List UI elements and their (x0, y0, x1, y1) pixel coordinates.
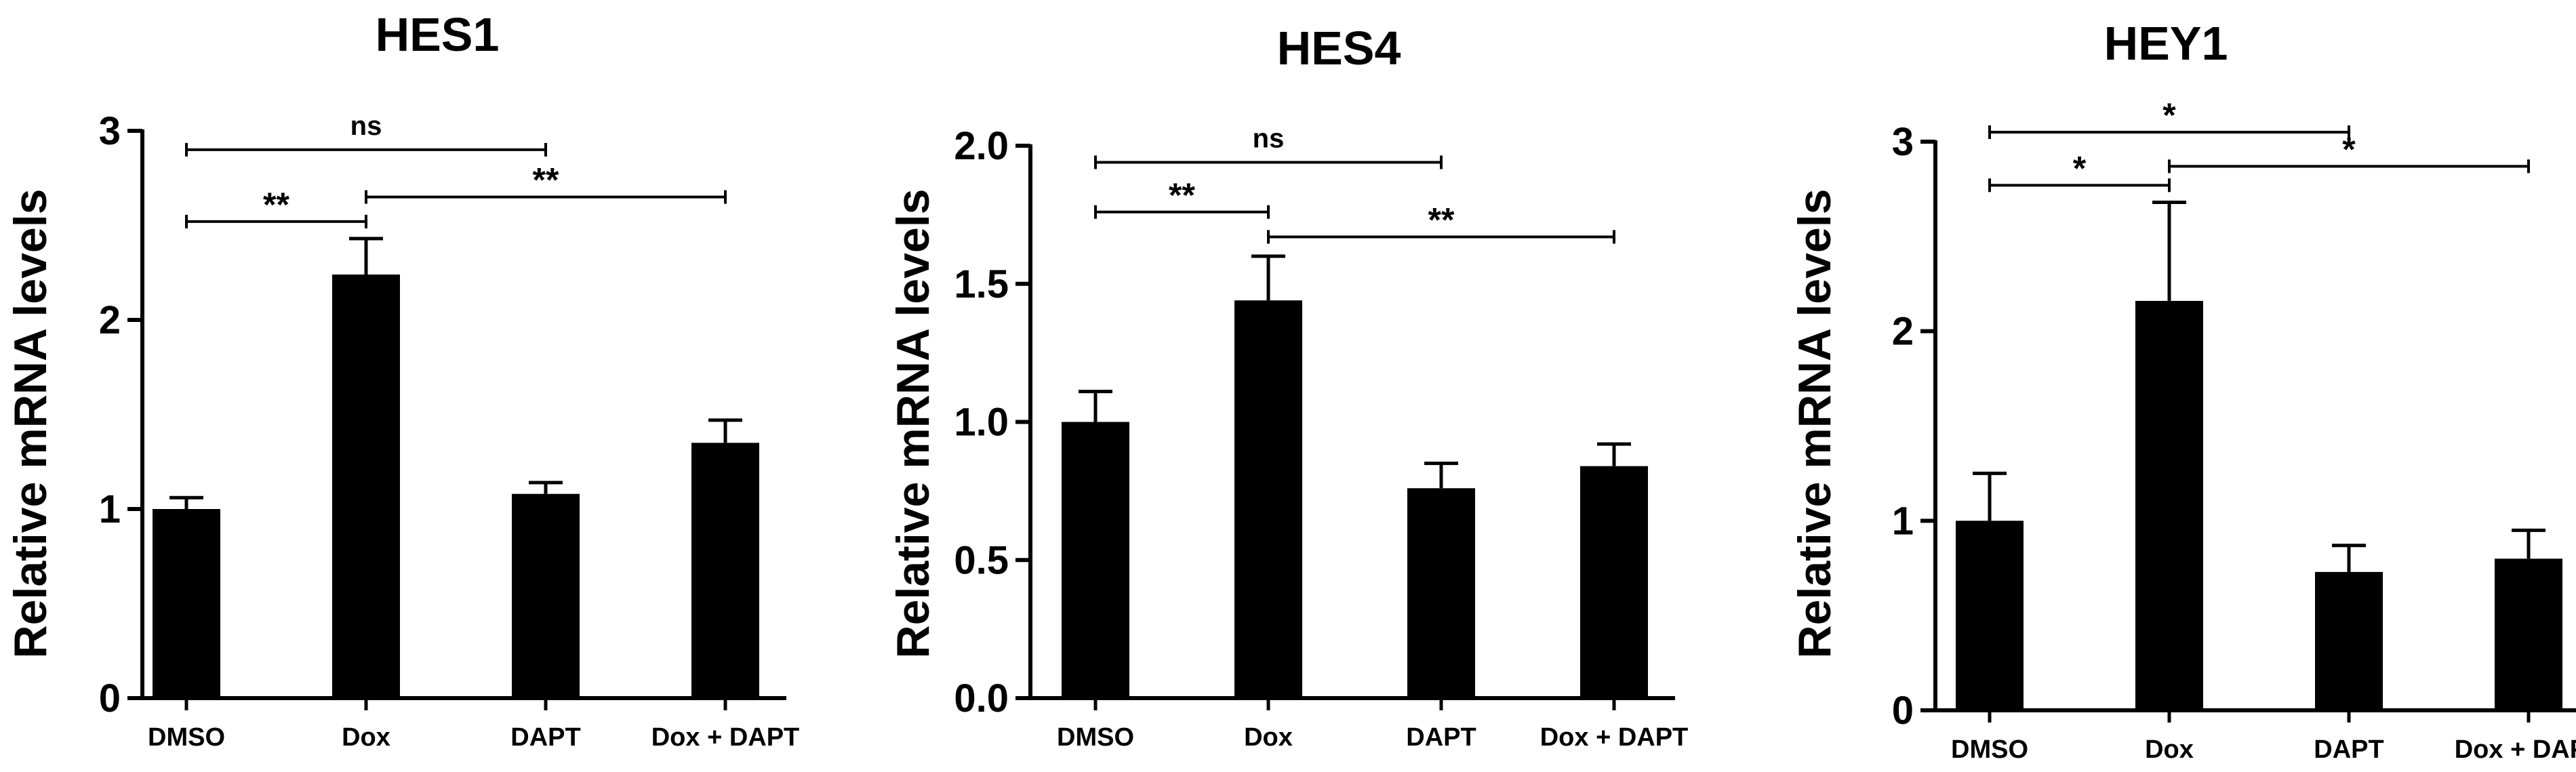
bar (2495, 558, 2562, 710)
y-tick-label: 1 (99, 487, 121, 531)
x-tick-label: Dox + DAPT (651, 723, 800, 752)
y-tick-label: 3 (1892, 120, 1914, 164)
bar (512, 493, 580, 698)
y-tick-label: 1.0 (954, 401, 1009, 445)
y-tick-label: 2 (99, 298, 121, 342)
chart-panel-hes4: HES4 Relative mRNA levels 0.0 0.5 1.0 1.5 2.… (887, 22, 1688, 752)
significance-label: ns (1253, 123, 1285, 153)
significance-label: * (2073, 149, 2087, 187)
bar (1062, 422, 1129, 698)
y-tick-label: 2.0 (954, 124, 1009, 168)
y-tick-label: 3 (99, 109, 121, 153)
x-tick-label: DAPT (1406, 723, 1476, 752)
y-tick-label: 0 (1892, 689, 1914, 733)
bar (153, 509, 220, 698)
y-axis-label: Relative mRNA levels (1789, 189, 1840, 659)
significance-label: ** (1169, 176, 1195, 214)
x-tick-label: Dox (1244, 723, 1293, 752)
y-tick-label: 2 (1892, 310, 1914, 354)
significance-label: ** (533, 161, 559, 199)
x-tick-label: Dox + DAPT (1540, 723, 1689, 752)
y-axis-label: Relative mRNA levels (5, 189, 56, 659)
y-tick-label: 1 (1892, 499, 1914, 543)
x-tick-label: DMSO (1951, 735, 2028, 764)
x-tick-label: Dox + DAPT (2455, 735, 2576, 764)
chart-panel-hey1: HEY1 Relative mRNA levels 0 1 2 3 DMSO Dox DAP… (1789, 17, 2576, 764)
bar (2315, 571, 2383, 710)
significance-label: ** (263, 186, 289, 224)
x-tick-label: DMSO (1057, 723, 1134, 752)
x-tick-label: DAPT (510, 723, 580, 752)
chart-title: HES4 (1277, 22, 1401, 75)
y-tick-label: 0.0 (954, 676, 1009, 720)
x-tick-label: DMSO (148, 723, 225, 752)
bar (2135, 300, 2203, 710)
y-tick-label: 1.5 (954, 262, 1009, 306)
y-tick-label: 0 (99, 676, 121, 720)
bar (1407, 488, 1475, 698)
x-tick-label: DAPT (2314, 735, 2383, 764)
bar (1580, 466, 1648, 698)
bar (691, 443, 759, 698)
chart-title: HEY1 (2104, 17, 2228, 70)
y-tick-label: 0.5 (954, 538, 1009, 582)
bar (1956, 521, 2024, 710)
y-axis-label: Relative mRNA levels (887, 189, 939, 659)
significance-label: ** (1428, 201, 1455, 239)
chart-title: HES1 (376, 8, 500, 61)
bar (332, 275, 400, 698)
chart-panel-hes1: HES1 Relative mRNA levels 0 1 2 3 DMSO Dox DAP… (5, 8, 799, 752)
x-tick-label: Dox (342, 723, 390, 752)
bar (1234, 300, 1302, 698)
significance-label: * (2342, 130, 2356, 168)
significance-label: ns (350, 111, 382, 141)
x-tick-label: Dox (2145, 735, 2194, 764)
significance-label: * (2162, 96, 2176, 134)
